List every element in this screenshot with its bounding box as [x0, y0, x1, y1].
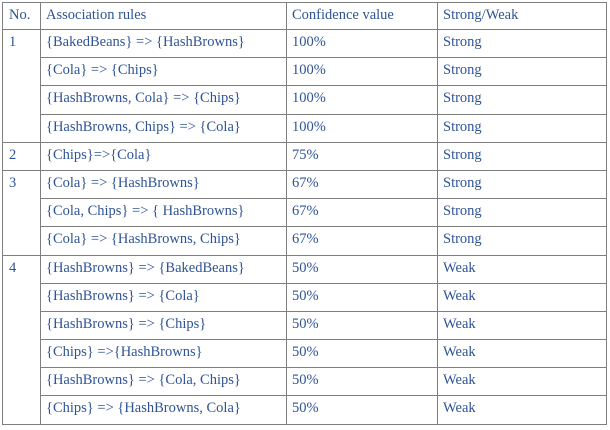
- confidence-cell: 50%: [286, 367, 438, 397]
- strength-cell: Weak: [437, 310, 607, 341]
- rule-cell: {HashBrowns} => {BakedBeans}: [40, 254, 287, 284]
- rule-cell: {HashBrowns, Cola} => {Chips}: [40, 85, 287, 115]
- rule-cell: {HashBrowns} => {Cola}: [40, 282, 287, 312]
- table-row: {Chips} =>{HashBrowns} 50% Weak: [3, 339, 607, 369]
- header-association-rules: Association rules: [40, 2, 287, 30]
- rule-cell: {Chips} =>{HashBrowns}: [40, 339, 287, 369]
- group-number-cell: 3: [2, 169, 41, 256]
- confidence-cell: 50%: [286, 254, 438, 284]
- table-row: 3 {Cola} => {HashBrowns} 67% Strong: [2, 169, 607, 256]
- table-row: {HashBrowns} => {Cola} 50% Weak: [3, 282, 607, 312]
- header-row: No. Association rules Confidence value S…: [2, 2, 607, 30]
- table-body: 1 {BakedBeans} => {HashBrowns} 100% Strong{…: [2, 28, 607, 425]
- strength-cell: Strong: [437, 198, 607, 228]
- strength-cell: Weak: [437, 282, 607, 312]
- strength-cell: Weak: [437, 395, 607, 425]
- header-no: No.: [2, 2, 41, 30]
- confidence-cell: 100%: [286, 28, 438, 59]
- table-row: {Cola} => {Chips} 100% Strong: [3, 57, 607, 87]
- strength-cell: Strong: [437, 226, 607, 256]
- confidence-cell: 100%: [286, 85, 438, 115]
- table-row: 4 {HashBrowns} => {BakedBeans} 50% Weak: [2, 254, 607, 425]
- confidence-cell: 50%: [286, 395, 438, 425]
- confidence-cell: 50%: [286, 282, 438, 312]
- confidence-cell: 67%: [286, 226, 438, 256]
- confidence-cell: 100%: [286, 57, 438, 87]
- strength-cell: Strong: [437, 85, 607, 115]
- strength-cell: Strong: [437, 169, 607, 200]
- strength-cell: Weak: [437, 339, 607, 369]
- table-row: 1 {BakedBeans} => {HashBrowns} 100% Strong: [2, 28, 607, 143]
- rule-cell: {Chips} => {HashBrowns, Cola}: [40, 395, 287, 425]
- group-number-cell: 4: [2, 254, 41, 425]
- rule-cell: {HashBrowns} => {Chips}: [40, 310, 287, 341]
- table-row: {HashBrowns} => {Chips} 50% Weak: [3, 310, 607, 341]
- rule-cell: {Cola} => {HashBrowns, Chips}: [40, 226, 287, 256]
- confidence-cell: 100%: [286, 113, 438, 143]
- rule-cell: {HashBrowns, Chips} => {Cola}: [40, 113, 287, 143]
- confidence-cell: 67%: [286, 169, 438, 200]
- confidence-cell: 50%: [286, 339, 438, 369]
- table-header: No. Association rules Confidence value S…: [2, 2, 607, 30]
- rule-cell: {HashBrowns} => {Cola, Chips}: [40, 367, 287, 397]
- table-row: {Cola, Chips} => { HashBrowns} 67% Strong: [3, 198, 607, 228]
- rule-cell: {Cola, Chips} => { HashBrowns}: [40, 198, 287, 228]
- table-row: {HashBrowns, Cola} => {Chips} 100% Strong: [3, 85, 607, 115]
- rule-cell: {Chips}=>{Cola}: [40, 141, 287, 171]
- confidence-cell: 50%: [286, 310, 438, 341]
- group-number-cell: 1: [2, 29, 41, 143]
- strength-cell: Weak: [437, 367, 607, 397]
- table-row: 2 {Chips}=>{Cola} 75% Strong: [2, 141, 607, 171]
- table-row: {Chips} => {HashBrowns, Cola} 50% Weak: [3, 395, 607, 425]
- rule-cell: {Cola} => {Chips}: [40, 57, 287, 87]
- strength-cell: Strong: [437, 113, 607, 143]
- table-row: {Cola} => {HashBrowns, Chips} 67% Strong: [3, 226, 607, 256]
- rule-cell: {Cola} => {HashBrowns}: [40, 169, 287, 200]
- rule-cell: {BakedBeans} => {HashBrowns}: [40, 28, 287, 59]
- association-rules-table: No. Association rules Confidence value S…: [2, 2, 607, 425]
- confidence-cell: 75%: [286, 141, 438, 171]
- strength-cell: Strong: [437, 28, 607, 59]
- table-row: {HashBrowns, Chips} => {Cola} 100% Strong: [3, 113, 607, 143]
- header-strong-weak: Strong/Weak: [437, 2, 607, 30]
- group-number-cell: 2: [2, 141, 41, 171]
- table-row: {HashBrowns} => {Cola, Chips} 50% Weak: [3, 367, 607, 397]
- confidence-cell: 67%: [286, 198, 438, 228]
- strength-cell: Strong: [437, 57, 607, 87]
- strength-cell: Weak: [437, 254, 607, 284]
- header-confidence-value: Confidence value: [286, 2, 438, 30]
- strength-cell: Strong: [437, 141, 607, 171]
